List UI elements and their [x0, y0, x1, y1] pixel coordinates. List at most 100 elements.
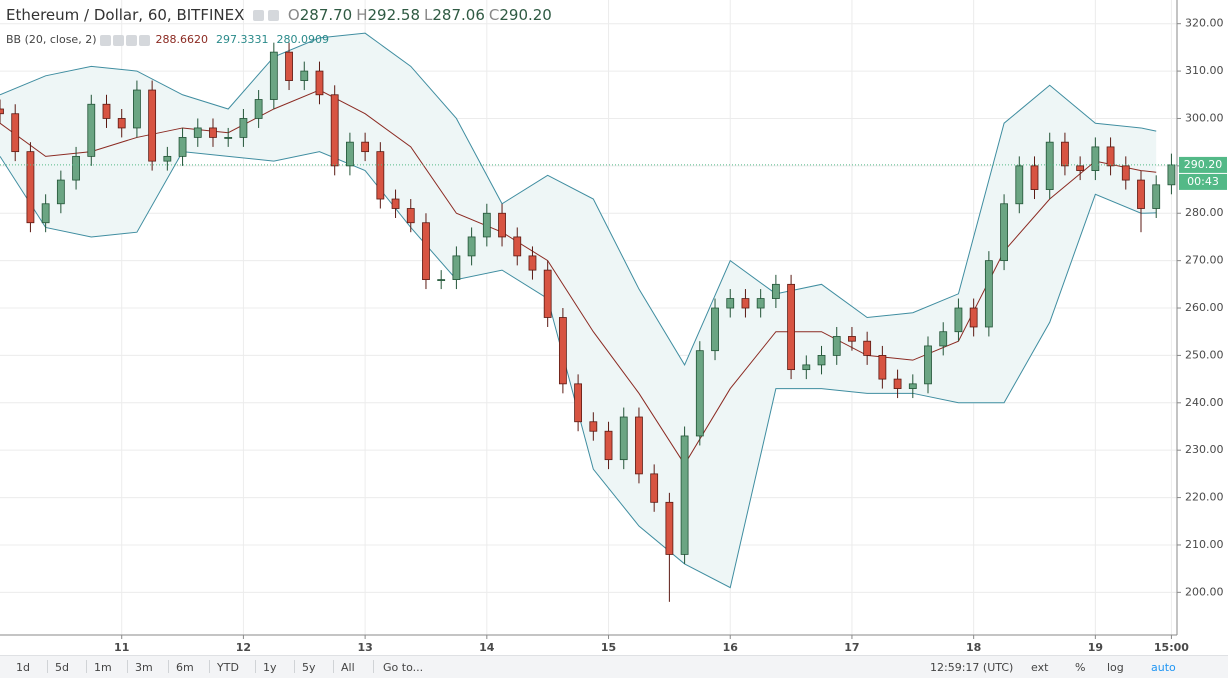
candle-body [543, 269, 552, 318]
x-tick-label: 12 [236, 641, 251, 654]
separator [168, 660, 169, 673]
option-button[interactable]: log [1107, 661, 1124, 674]
candle-body [193, 127, 202, 138]
candle-body [178, 137, 187, 157]
indicator-icon[interactable] [139, 34, 150, 46]
ohlc-value: 292.58 [367, 6, 421, 24]
candle-body [726, 298, 735, 309]
indicator-value: 288.6620 [155, 33, 209, 46]
candle-body [969, 307, 978, 328]
option-button[interactable]: % [1075, 661, 1086, 674]
candle-body [346, 141, 354, 167]
candle-body [908, 383, 917, 389]
band-line [0, 32, 1157, 366]
y-tick-label: 210.00 [1185, 538, 1224, 551]
candle-body [56, 179, 65, 205]
y-tick-label: 250.00 [1185, 348, 1224, 361]
candle-body [41, 203, 50, 224]
candle-body [300, 70, 309, 81]
candle-body [984, 260, 993, 328]
range-button[interactable]: 5y [302, 661, 316, 674]
x-tick-label: 18 [966, 641, 981, 654]
countdown-label: 00:43 [1187, 175, 1219, 188]
candle-body [771, 283, 780, 299]
range-button[interactable]: All [341, 661, 355, 674]
range-button[interactable]: 6m [176, 661, 194, 674]
candle-body [224, 137, 233, 139]
settings-icon[interactable] [268, 10, 280, 21]
countdown-tag [1179, 173, 1227, 190]
range-button[interactable]: 1m [94, 661, 112, 674]
ohlc-label: C [488, 6, 500, 24]
candle-body [1076, 165, 1085, 171]
candle-body [72, 155, 80, 181]
indicator-header: BB (20, close, 2) 288.6620 297.3331 280.09… [6, 33, 337, 46]
candle-body [239, 118, 248, 138]
candle-body [0, 108, 4, 115]
candle-body [1061, 141, 1069, 167]
range-button[interactable]: YTD [217, 661, 239, 674]
candle-body [878, 355, 887, 380]
x-tick-label: 17 [844, 641, 859, 654]
candle-body [437, 279, 446, 281]
candle-body [391, 198, 400, 209]
candle-body [680, 435, 689, 555]
candle-body [665, 501, 674, 555]
candle-body [498, 212, 506, 238]
candle-body [1000, 203, 1008, 262]
range-button[interactable]: 5d [55, 661, 69, 674]
goto-button[interactable]: Go to... [383, 661, 424, 674]
candle-body [87, 103, 96, 157]
candle-body [148, 89, 157, 162]
candle-body [1091, 146, 1100, 171]
indicator-icon[interactable] [113, 34, 124, 46]
separator [255, 660, 256, 673]
clock[interactable]: 12:59:17 (UTC) [930, 661, 1014, 674]
candle-body [254, 99, 263, 119]
y-tick-label: 200.00 [1185, 585, 1224, 598]
candle-body [209, 127, 217, 138]
candle-body [558, 317, 567, 385]
ohlc-value: 287.06 [432, 6, 485, 24]
range-button[interactable]: 3m [135, 661, 153, 674]
separator [294, 660, 295, 673]
candle-body [711, 307, 719, 352]
candle-body [589, 421, 598, 432]
indicator-values: 288.6620 297.3331 280.0909 [156, 33, 338, 46]
candle-body [1137, 179, 1145, 209]
candle-body [619, 416, 628, 461]
indicator-value: 280.0909 [276, 33, 330, 46]
ohlc-label: L [424, 6, 433, 24]
candle-body [285, 51, 293, 81]
candle-body [939, 331, 948, 347]
candle-body [117, 118, 126, 129]
ohlc-label: O [287, 6, 300, 24]
indicator-value: 297.3331 [216, 33, 269, 46]
x-tick-label: 19 [1088, 641, 1103, 654]
candle-body [163, 155, 172, 162]
candle-body [422, 222, 430, 280]
separator [47, 660, 48, 673]
indicator-icon[interactable] [100, 34, 111, 46]
range-button[interactable]: 1d [16, 661, 30, 674]
y-tick-label: 280.00 [1185, 206, 1224, 219]
separator [333, 660, 334, 673]
candle-body [604, 430, 613, 461]
range-button[interactable]: 1y [263, 661, 277, 674]
settings-icon[interactable] [253, 10, 265, 21]
candle-body [482, 212, 491, 238]
option-button[interactable]: ext [1031, 661, 1049, 674]
candle-body [1045, 141, 1054, 190]
indicator-icon[interactable] [126, 34, 137, 46]
candle-body [741, 298, 750, 309]
candle-body [893, 378, 902, 389]
symbol-header: Ethereum / Dollar, 60, BITFINEX O287.70 H… [6, 6, 560, 24]
candle-body [848, 336, 856, 342]
x-tick-label: 14 [479, 641, 495, 654]
candle-body [315, 70, 324, 96]
separator [373, 660, 374, 673]
option-button[interactable]: auto [1151, 661, 1176, 674]
separator [127, 660, 128, 673]
candle-body [832, 336, 841, 356]
